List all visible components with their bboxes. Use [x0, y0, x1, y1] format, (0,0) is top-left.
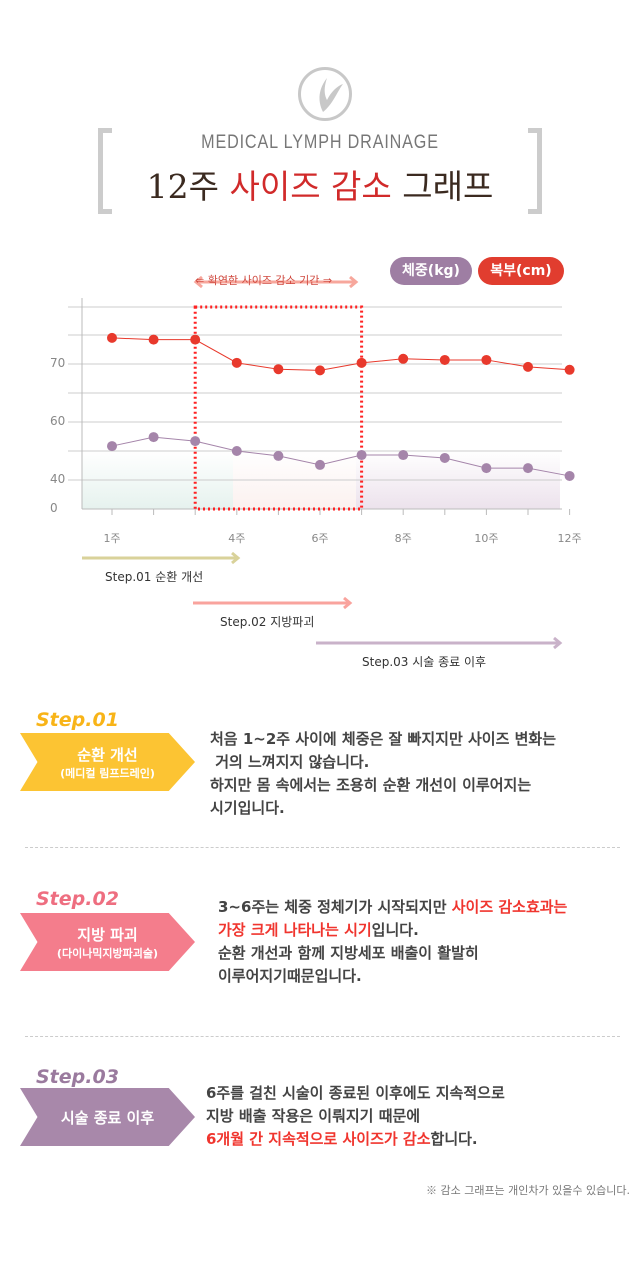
text: 입니다.	[371, 921, 419, 939]
step-badge: 지방 파괴 (다이나믹지방파괴술)	[20, 913, 195, 971]
data-point	[107, 441, 117, 452]
series-line-1	[111, 436, 570, 477]
desc-line: 6주를 걸친 시술이 종료된 이후에도 지속적으로	[206, 1084, 505, 1102]
y-tick-label: 60	[50, 414, 66, 428]
step-number: Step.01	[36, 709, 119, 731]
x-tick-label: 1주	[103, 532, 121, 545]
phase-arrow-1	[82, 551, 241, 565]
desc-line: 순환 개선과 함께 지방세포 배출이 활발히	[218, 944, 479, 962]
badge-sub: (메디컬 림프드레인)	[60, 766, 155, 780]
phase-label-1: Step.01 순환 개선	[105, 570, 204, 584]
y-tick-label: 0	[50, 501, 58, 515]
phase-label-3: Step.03 시술 종료 이후	[362, 655, 487, 669]
data-point	[439, 452, 450, 463]
badge-sub: (다이나믹지방파괴술)	[56, 946, 159, 960]
desc-line: 6개월 간 지속적으로 사이즈가 감소합니다.	[206, 1128, 505, 1151]
footnote: ※ 감소 그래프는 개인차가 있을수 있습니다.	[425, 1184, 630, 1197]
step-description: 처음 1~2주 사이에 체중은 잘 빠지지만 사이즈 변화는 거의 느껴지지 않…	[210, 728, 556, 820]
x-tick-label: 4주	[228, 532, 246, 545]
step-number: Step.02	[36, 888, 119, 910]
data-point	[315, 365, 325, 376]
data-point	[398, 450, 409, 461]
page-title: 12주 사이즈 감소 그래프	[0, 160, 640, 208]
data-point	[148, 432, 159, 443]
right-bracket	[528, 128, 542, 214]
reduction-period-label: ⇐ 확연한 사이즈 감소 기간 ⇒	[195, 274, 333, 287]
legend-abdomen: 복부(cm)	[478, 257, 564, 285]
data-point	[523, 361, 533, 372]
title-suffix: 그래프	[391, 167, 494, 206]
badge-title: 시술 종료 이후	[60, 1108, 155, 1127]
phase-arrow-2	[193, 596, 353, 610]
legend-weight: 체중(kg)	[390, 257, 472, 285]
x-tick-label: 12주	[557, 532, 582, 545]
data-point	[273, 450, 284, 461]
data-point	[356, 450, 367, 461]
annotation-text: 확연한 사이즈 감소 기간	[207, 274, 320, 287]
highlight: 6개월 간 지속적으로 사이즈가 감소	[206, 1130, 431, 1148]
data-point	[231, 446, 242, 456]
divider	[25, 847, 620, 848]
data-point	[398, 353, 409, 364]
desc-line: 거의 느껴지지 않습니다.	[210, 753, 370, 771]
x-tick-label: 6주	[311, 532, 329, 545]
data-point	[315, 459, 325, 470]
step-description: 3~6주는 체중 정체기가 시작되지만 사이즈 감소효과는 가장 크게 나타나는…	[218, 896, 567, 988]
data-point	[273, 364, 284, 375]
subtitle: MEDICAL LYMPH DRAINAGE	[201, 132, 439, 153]
series-line-0	[111, 337, 570, 371]
data-point	[564, 470, 575, 481]
data-point	[190, 436, 201, 447]
phase-arrow-3	[316, 636, 563, 650]
highlight: 사이즈 감소효과는	[451, 898, 568, 916]
phase-label-2: Step.02 지방파괴	[220, 615, 315, 629]
x-tick-label: 10주	[474, 532, 499, 545]
data-point	[481, 354, 492, 365]
step-badge: 순환 개선 (메디컬 림프드레인)	[20, 733, 195, 791]
step-badge: 시술 종료 이후	[20, 1088, 195, 1146]
desc-line: 지방 배출 작용은 이뤄지기 때문에	[206, 1107, 421, 1125]
chart	[68, 275, 575, 650]
badge-title: 순환 개선	[77, 745, 138, 764]
desc-line: 처음 1~2주 사이에 체중은 잘 빠지지만 사이즈 변화는	[210, 730, 556, 748]
title-highlight: 사이즈 감소	[229, 167, 392, 206]
data-point	[439, 354, 450, 365]
data-point	[231, 357, 242, 368]
y-tick-label: 40	[50, 472, 66, 486]
period-arrow	[193, 275, 359, 289]
left-bracket	[98, 128, 112, 214]
highlight: 가장 크게 나타나는 시기	[218, 921, 372, 939]
y-tick-label: 70	[50, 356, 66, 370]
badge-title: 지방 파괴	[77, 925, 138, 944]
desc-line: 하지만 몸 속에서는 조용히 순환 개선이 이루어지는	[210, 776, 532, 794]
text: 3~6주는 체중 정체기가 시작되지만	[218, 898, 452, 916]
data-point	[356, 357, 367, 368]
data-point	[523, 463, 533, 474]
text: 합니다.	[430, 1130, 478, 1148]
divider	[25, 1036, 620, 1037]
desc-line: 가장 크게 나타나는 시기입니다.	[218, 919, 567, 942]
title-prefix: 12주	[146, 167, 230, 206]
reduction-period-box	[193, 305, 364, 511]
x-tick-label: 8주	[394, 532, 412, 545]
data-point	[148, 334, 159, 345]
step-number: Step.03	[36, 1066, 119, 1088]
desc-line: 시기입니다.	[210, 799, 285, 817]
data-point	[564, 364, 575, 375]
data-point	[107, 332, 117, 343]
data-point	[481, 463, 492, 474]
desc-line: 3~6주는 체중 정체기가 시작되지만 사이즈 감소효과는	[218, 896, 567, 919]
data-point	[190, 334, 201, 345]
step-description: 6주를 걸친 시술이 종료된 이후에도 지속적으로 지방 배출 작용은 이뤄지기…	[206, 1082, 505, 1151]
desc-line: 이루어지기때문입니다.	[218, 967, 362, 985]
feather-logo-icon	[298, 67, 352, 121]
